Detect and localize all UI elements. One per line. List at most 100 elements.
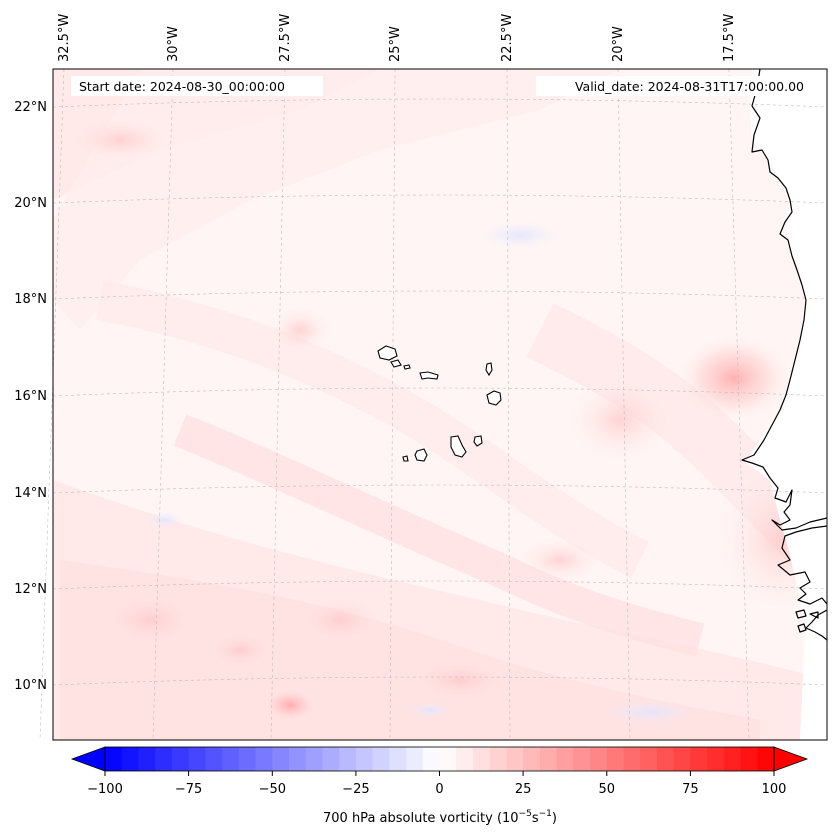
brava-island: [402, 455, 409, 462]
colorbar-segment: [623, 747, 641, 771]
meridian-line: [39, 68, 65, 741]
meridian-line: [389, 68, 396, 741]
santo-antao-island: [377, 345, 398, 361]
lon-label-22-5w: 22.5°W: [500, 14, 515, 62]
colorbar-segment: [422, 747, 440, 771]
colorbar-segment: [105, 747, 123, 771]
africa-coastline: [741, 68, 828, 531]
lat-label-14n: 14°N: [14, 486, 47, 501]
meridian-line: [270, 68, 286, 741]
colorbar-segment: [590, 747, 608, 771]
colorbar-segment: [305, 747, 323, 771]
colorbar-extend-max-arrow: [773, 746, 809, 772]
meridian-line: [506, 68, 511, 741]
lon-label-32-5w: 32.5°W: [57, 14, 72, 62]
colorbar-tick-label: −25: [342, 782, 369, 797]
colorbar-segment: [205, 747, 223, 771]
colorbar-segment: [523, 747, 541, 771]
parallel-line: [52, 580, 828, 590]
colorbar-segment: [556, 747, 574, 771]
graticule: [39, 68, 828, 741]
lat-label-22n: 22°N: [14, 100, 47, 115]
colorbar-segment: [339, 747, 357, 771]
colorbar-tick-label: 100: [762, 782, 787, 797]
colorbar-segment: [489, 747, 507, 771]
colorbar-segment: [155, 747, 173, 771]
vorticity-field: [53, 69, 827, 740]
colorbar-segment: [372, 747, 390, 771]
cape-verde-islands: [377, 345, 502, 462]
colorbar-tick-label: −75: [175, 782, 202, 797]
colorbar-segment: [606, 747, 624, 771]
lon-label-25w: 25°W: [388, 26, 403, 62]
colorbar-tick-label: −100: [87, 782, 123, 797]
colorbar-segment: [707, 747, 725, 771]
meridian-line: [152, 68, 174, 741]
colorbar-segment: [539, 747, 557, 771]
colorbar-segment: [673, 747, 691, 771]
colorbar-tick-label: −50: [259, 782, 286, 797]
colorbar-segment: [439, 747, 457, 771]
colorbar-segment: [472, 747, 491, 771]
parallel-line: [52, 194, 828, 204]
colorbar-segment: [389, 747, 407, 771]
maio-island: [473, 435, 483, 447]
lat-label-20n: 20°N: [14, 196, 47, 211]
colorbar-segments: [105, 747, 775, 771]
parallel-line: [52, 98, 828, 108]
colorbar-tick-labels: −100 −75 −50 −25 0 25 50 75 100: [87, 782, 786, 797]
lat-label-10n: 10°N: [14, 678, 47, 693]
sal-island: [485, 362, 493, 377]
colorbar-segment: [238, 747, 256, 771]
colorbar-segment: [121, 747, 139, 771]
colorbar-segment: [506, 747, 524, 771]
start-date-text: Start date: 2024-08-30_00:00:00: [79, 79, 285, 94]
colorbar-segment: [255, 747, 273, 771]
senegal-gambia-coastline: [777, 525, 828, 605]
colorbar-extend-min-arrow: [70, 746, 106, 772]
latitude-labels: 22°N 20°N 18°N 16°N 14°N 12°N 10°N: [14, 100, 47, 693]
lon-label-20w: 20°W: [611, 26, 626, 62]
longitude-labels: 32.5°W 30°W 27.5°W 25°W 22.5°W 20°W 17.5…: [57, 14, 737, 62]
colorbar-segment: [272, 747, 290, 771]
colorbar-tick-label: 0: [435, 782, 443, 797]
colorbar-tick-label: 75: [682, 782, 699, 797]
colorbar-segment: [740, 747, 758, 771]
lon-label-17-5w: 17.5°W: [722, 14, 737, 62]
colorbar-label: 700 hPa absolute vorticity (10−5s−1): [323, 809, 557, 826]
map-border: [52, 68, 828, 741]
colorbar-segment: [757, 747, 775, 771]
sao-nicolau-island: [419, 371, 439, 380]
colorbar: −100 −75 −50 −25 0 25 50 75 100 700 hPa …: [70, 746, 809, 826]
meridian-line: [617, 68, 631, 741]
valid-date-text: Valid_date: 2024-08-31T17:00:00.00: [575, 79, 804, 94]
boa-vista-island: [486, 390, 502, 406]
colorbar-segment: [188, 747, 206, 771]
parallel-line: [52, 387, 828, 397]
colorbar-segment: [355, 747, 374, 771]
colorbar-segment: [171, 747, 190, 771]
colorbar-ticks: [104, 771, 775, 776]
santiago-island: [450, 435, 467, 458]
valid-date-box: Valid_date: 2024-08-31T17:00:00.00: [536, 76, 810, 96]
bijagos-islands: [795, 609, 819, 633]
sao-vicente-island: [390, 359, 402, 368]
colorbar-tick-label: 25: [515, 782, 532, 797]
fogo-island: [414, 448, 428, 462]
colorbar-segment: [656, 747, 675, 771]
colorbar-segment: [456, 747, 474, 771]
colorbar-segment: [406, 747, 424, 771]
parallel-line: [52, 484, 828, 494]
lat-label-16n: 16°N: [14, 389, 47, 404]
santa-luzia-island: [403, 364, 411, 370]
start-date-box: Start date: 2024-08-30_00:00:00: [71, 76, 323, 96]
meridian-line: [728, 68, 750, 741]
parallel-line: [52, 290, 828, 300]
lon-label-27-5w: 27.5°W: [278, 14, 293, 62]
colorbar-segment: [288, 747, 307, 771]
parallel-line: [52, 676, 828, 686]
colorbar-segment: [573, 747, 591, 771]
colorbar-segment: [723, 747, 741, 771]
